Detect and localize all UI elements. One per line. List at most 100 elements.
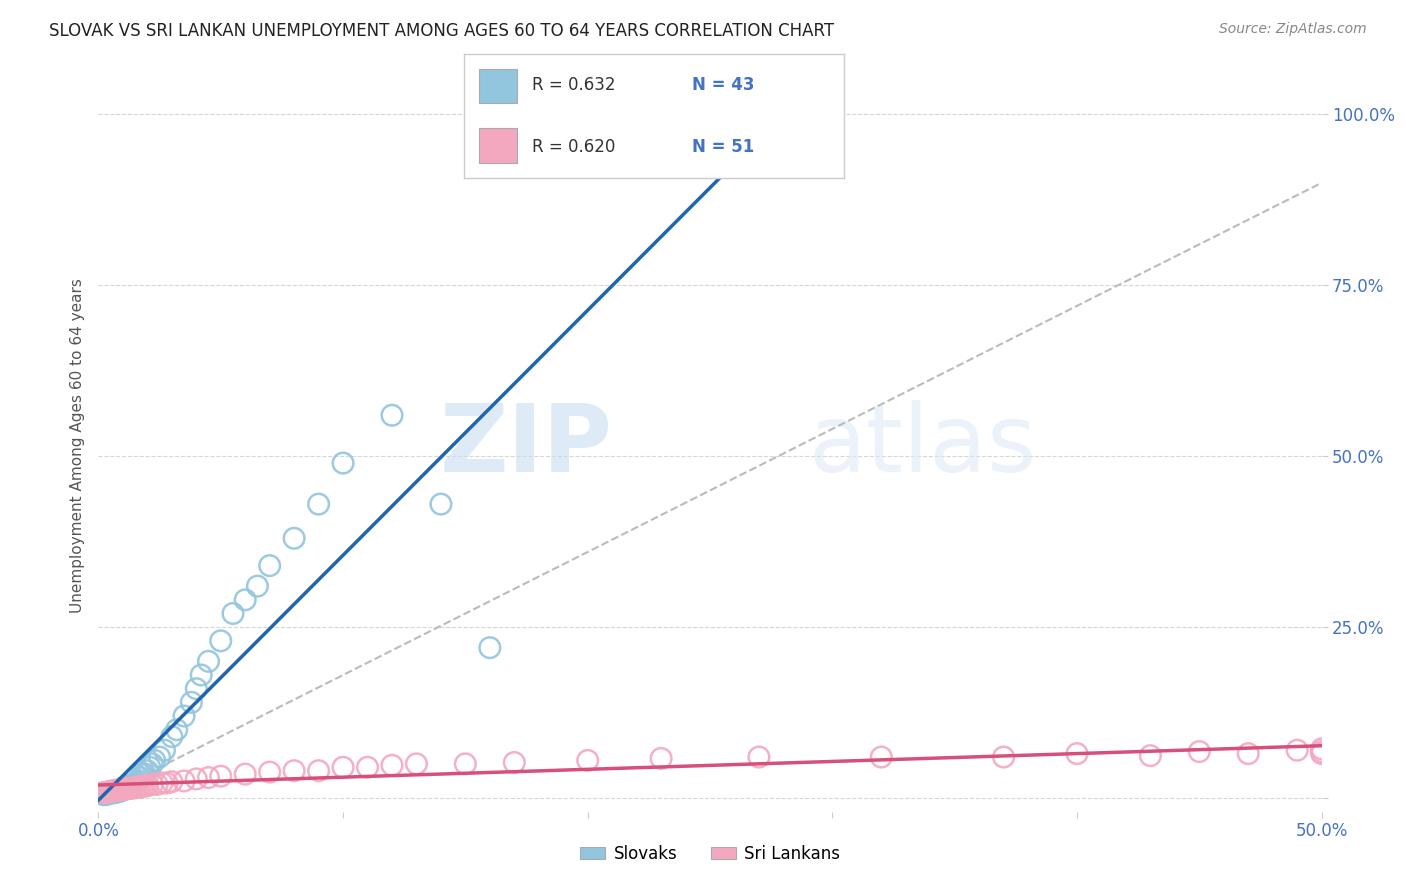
Point (91, 786, 114, 800)
Point (246, 579, 269, 593)
FancyBboxPatch shape (479, 128, 517, 163)
Point (190, 668, 212, 682)
Point (97, 787, 120, 801)
Point (117, 780, 139, 795)
Point (381, 409, 404, 423)
Point (186, 772, 208, 786)
Point (111, 782, 134, 797)
Point (101, 786, 124, 800)
Text: N = 43: N = 43 (692, 77, 754, 95)
Point (110, 784, 132, 798)
Point (107, 782, 129, 797)
Point (117, 781, 139, 796)
Text: Source: ZipAtlas.com: Source: ZipAtlas.com (1219, 22, 1367, 37)
Text: ZIP: ZIP (439, 400, 612, 492)
Point (121, 780, 143, 795)
Point (197, 654, 219, 668)
Point (97, 785, 120, 799)
Point (107, 784, 129, 798)
Point (134, 779, 156, 793)
Point (748, 750, 770, 764)
Point (209, 633, 232, 648)
Point (104, 783, 127, 797)
Point (160, 730, 183, 744)
Point (1066, 747, 1088, 761)
Point (136, 764, 159, 778)
Point (233, 767, 256, 781)
Text: SLOVAK VS SRI LANKAN UNEMPLOYMENT AMONG AGES 60 TO 64 YEARS CORRELATION CHART: SLOVAK VS SRI LANKAN UNEMPLOYMENT AMONG … (49, 22, 834, 40)
Point (1286, 743, 1309, 757)
Point (111, 780, 134, 795)
Point (136, 779, 159, 793)
Point (308, 764, 330, 778)
Point (114, 782, 136, 797)
Point (197, 771, 219, 785)
Point (1237, 747, 1260, 761)
Point (1139, 748, 1161, 763)
Point (129, 771, 152, 785)
Point (149, 750, 172, 764)
Point (180, 695, 202, 709)
Point (222, 607, 245, 621)
Point (405, 756, 427, 771)
Point (129, 780, 152, 794)
Text: R = 0.632: R = 0.632 (533, 77, 616, 95)
Point (111, 782, 134, 797)
Point (283, 764, 305, 778)
Point (100, 786, 122, 800)
Point (259, 765, 281, 780)
Y-axis label: Unemployment Among Ages 60 to 64 years: Unemployment Among Ages 60 to 64 years (69, 278, 84, 614)
Point (173, 709, 195, 723)
Point (146, 777, 169, 791)
Point (127, 780, 149, 794)
Point (233, 592, 256, 607)
Point (124, 780, 146, 795)
Point (259, 558, 281, 573)
Point (430, 497, 453, 511)
Point (186, 681, 208, 696)
Text: N = 51: N = 51 (692, 137, 754, 155)
Point (993, 750, 1015, 764)
Point (870, 750, 893, 764)
Point (1310, 747, 1333, 761)
Point (332, 456, 354, 470)
Point (104, 786, 127, 800)
Point (454, 756, 477, 771)
Point (332, 760, 354, 774)
Point (94, 786, 117, 800)
Point (356, 760, 378, 774)
Point (127, 774, 149, 789)
Point (160, 774, 183, 789)
Point (141, 777, 163, 791)
Point (153, 743, 176, 757)
Point (124, 776, 146, 790)
Point (120, 779, 142, 793)
Point (150, 776, 173, 790)
Point (134, 767, 156, 781)
Point (576, 754, 599, 768)
Point (110, 782, 132, 797)
Point (139, 760, 162, 774)
Point (131, 767, 153, 781)
Point (131, 780, 153, 794)
Text: atlas: atlas (808, 400, 1036, 492)
Point (166, 723, 188, 737)
Text: R = 0.620: R = 0.620 (533, 137, 616, 155)
Legend: Slovaks, Sri Lankans: Slovaks, Sri Lankans (574, 838, 846, 869)
Point (173, 774, 195, 789)
Point (209, 769, 232, 783)
Point (100, 784, 122, 798)
Point (91, 788, 114, 802)
Point (1188, 745, 1211, 759)
Point (283, 531, 305, 545)
FancyBboxPatch shape (479, 69, 517, 103)
Point (308, 497, 330, 511)
Point (101, 784, 124, 798)
Point (503, 756, 526, 770)
Point (1310, 745, 1333, 759)
Point (114, 782, 136, 797)
Point (650, 751, 672, 765)
Point (94, 788, 117, 802)
Point (141, 756, 163, 771)
Point (381, 758, 404, 772)
